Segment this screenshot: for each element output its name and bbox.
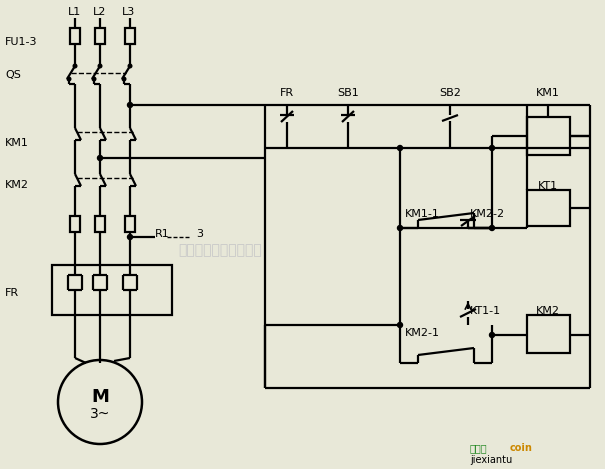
Text: M: M: [91, 388, 109, 406]
Bar: [70, 216, 80, 232]
Circle shape: [128, 103, 132, 107]
Circle shape: [397, 145, 402, 151]
Text: L1: L1: [68, 7, 81, 17]
Bar: [527, 117, 570, 155]
Circle shape: [98, 64, 102, 68]
Text: KM2-2: KM2-2: [470, 209, 505, 219]
Text: 接线图: 接线图: [470, 443, 488, 453]
Text: FR: FR: [280, 88, 294, 98]
Bar: [70, 28, 80, 44]
Circle shape: [122, 77, 126, 81]
Text: SB1: SB1: [337, 88, 359, 98]
Text: KM2: KM2: [5, 180, 29, 190]
Text: 杭州将睿科技有限公司: 杭州将睿科技有限公司: [178, 243, 262, 257]
Text: SB2: SB2: [439, 88, 461, 98]
Circle shape: [97, 156, 102, 160]
Text: FR: FR: [5, 288, 19, 298]
Circle shape: [489, 333, 494, 338]
Text: KM1: KM1: [5, 138, 29, 148]
Text: R1: R1: [155, 229, 170, 239]
Text: FU1-3: FU1-3: [5, 37, 38, 47]
Circle shape: [92, 77, 96, 81]
Bar: [95, 28, 105, 44]
Bar: [125, 28, 135, 44]
Text: KM2-1: KM2-1: [405, 328, 440, 338]
Text: QS: QS: [5, 70, 21, 80]
Circle shape: [67, 77, 71, 81]
Text: KT1: KT1: [538, 181, 558, 191]
Bar: [52, 265, 172, 315]
Text: jiexiantu: jiexiantu: [470, 455, 512, 465]
Circle shape: [489, 145, 494, 151]
Circle shape: [489, 226, 494, 230]
Text: KT1-1: KT1-1: [470, 306, 501, 316]
Circle shape: [73, 64, 77, 68]
Text: coin: coin: [510, 443, 533, 453]
Bar: [95, 216, 105, 232]
Circle shape: [128, 64, 132, 68]
Text: 3~: 3~: [90, 407, 110, 421]
Text: L3: L3: [122, 7, 136, 17]
Circle shape: [397, 323, 402, 327]
Bar: [125, 216, 135, 232]
Text: KM2: KM2: [536, 306, 560, 316]
Circle shape: [128, 234, 132, 240]
Circle shape: [397, 226, 402, 230]
Bar: [527, 315, 570, 353]
Text: KM1: KM1: [536, 88, 560, 98]
Text: L2: L2: [93, 7, 106, 17]
Text: 3: 3: [196, 229, 203, 239]
Text: KM1-1: KM1-1: [405, 209, 440, 219]
Bar: [527, 190, 570, 226]
